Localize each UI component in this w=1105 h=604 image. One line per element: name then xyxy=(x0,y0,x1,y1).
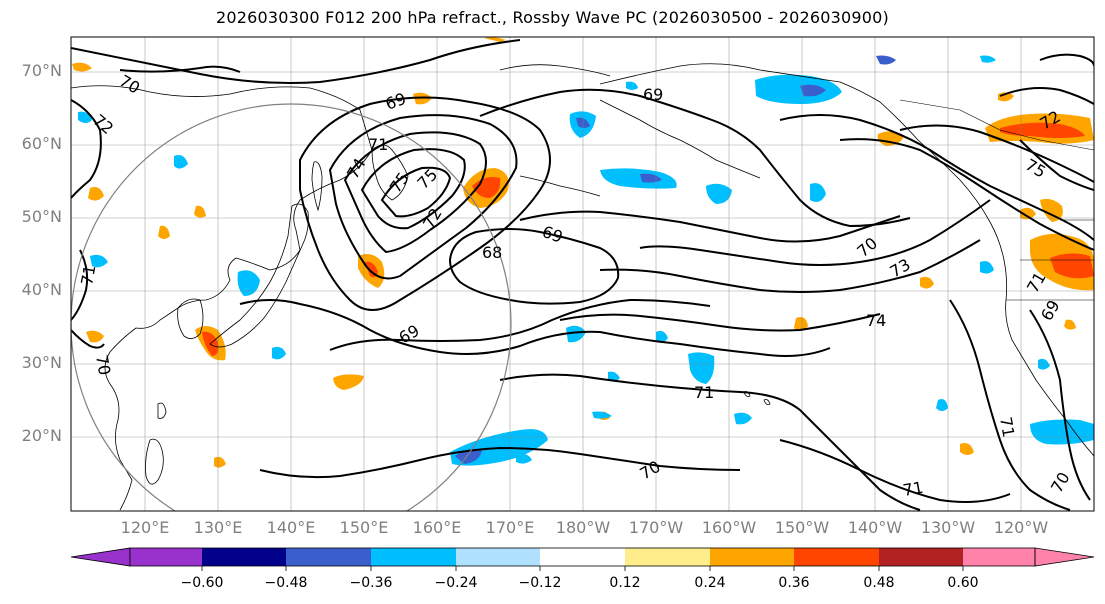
colorbar-segment xyxy=(963,548,1035,566)
longitude-label: 130°E xyxy=(193,518,243,537)
great-circle xyxy=(71,103,512,511)
colorbar-tick-label: 0.48 xyxy=(863,575,895,591)
colorbar-tick-label: 0.12 xyxy=(609,575,641,591)
contour-label: 69 xyxy=(643,85,663,104)
colorbar-segment xyxy=(879,548,963,566)
colorbar-tick-label: −0.36 xyxy=(349,575,393,591)
map-frame xyxy=(70,36,1095,512)
longitude-label: 150°W xyxy=(774,518,830,537)
colorbar-segment xyxy=(794,548,879,566)
colorbar-segment xyxy=(130,548,202,566)
longitude-label: 140°W xyxy=(847,518,903,537)
colorbar xyxy=(70,547,1095,571)
colorbar-tick-label: −0.48 xyxy=(264,575,308,591)
longitude-label: 160°W xyxy=(701,518,757,537)
contour-label: 71 xyxy=(77,263,99,286)
colorbar-segment xyxy=(286,548,371,566)
refractivity-contours xyxy=(71,39,1094,511)
contour-label: 71 xyxy=(368,135,388,154)
colorbar-segment xyxy=(710,548,794,566)
colorbar-extend-low xyxy=(70,547,131,567)
colorbar-segment xyxy=(540,548,625,566)
colorbar-tick-label: −0.24 xyxy=(434,575,478,591)
colorbar-tick-label: −0.60 xyxy=(180,575,224,591)
latitude-label: 50°N xyxy=(21,207,62,226)
contour-label: 71 xyxy=(694,383,714,402)
longitude-label: 170°E xyxy=(485,518,535,537)
contour-label: 71 xyxy=(901,478,924,500)
longitude-label: 130°W xyxy=(920,518,976,537)
map-plot-area xyxy=(71,37,1094,511)
colorbar-tick-label: 0.36 xyxy=(778,575,810,591)
latitude-label: 70°N xyxy=(21,61,62,80)
contour-label: 68 xyxy=(482,243,502,262)
longitude-label: 180°W xyxy=(555,518,611,537)
contour-label: 74 xyxy=(866,311,886,330)
longitude-label: 170°W xyxy=(628,518,684,537)
longitude-label: 120°W xyxy=(993,518,1049,537)
colorbar-tick-label: −0.12 xyxy=(518,575,562,591)
colorbar-segment xyxy=(202,548,286,566)
contour-label: 70 xyxy=(92,353,114,376)
colorbar-segment xyxy=(456,548,540,566)
longitude-label: 140°E xyxy=(266,518,316,537)
longitude-label: 160°E xyxy=(412,518,462,537)
longitude-label: 120°E xyxy=(120,518,170,537)
map-title: 2026030300 F012 200 hPa refract., Rossby… xyxy=(215,8,889,27)
colorbar-tick-label: 0.24 xyxy=(694,575,726,591)
longitude-label: 150°E xyxy=(339,518,389,537)
contour-label: 71 xyxy=(996,415,1018,438)
colorbar-segment xyxy=(625,548,710,566)
latitude-label: 40°N xyxy=(21,280,62,299)
colorbar-extend-high xyxy=(1034,547,1095,567)
latitude-label: 60°N xyxy=(21,134,62,153)
latitude-label: 30°N xyxy=(21,353,62,372)
colorbar-tick-label: 0.60 xyxy=(947,575,979,591)
contour-label-group: 70 69 71 74 75 75 72 68 69 69 70 73 74 7… xyxy=(77,71,1073,500)
colorbar-segment xyxy=(371,548,456,566)
latitude-label: 20°N xyxy=(21,426,62,445)
